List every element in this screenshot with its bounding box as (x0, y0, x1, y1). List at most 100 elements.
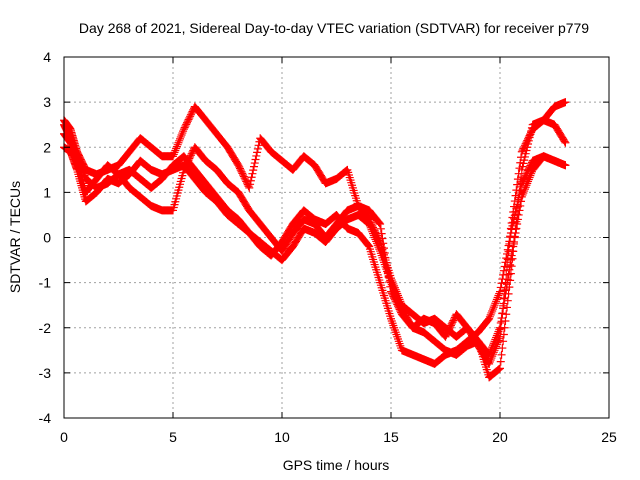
data-point (248, 169, 257, 178)
data-point (498, 344, 507, 353)
data-point (363, 240, 372, 249)
y-tick-label: -4 (39, 410, 52, 426)
data-point (488, 350, 497, 359)
data-point (376, 224, 385, 233)
data-point (386, 282, 395, 291)
data-point (496, 364, 504, 373)
x-tick-label: 15 (383, 429, 399, 445)
data-point (499, 337, 508, 346)
x-tick-label: 5 (169, 429, 177, 445)
data-point (383, 263, 392, 272)
data-point (383, 268, 392, 277)
data-point (515, 188, 524, 197)
data-point (491, 299, 500, 308)
y-tick-label: 4 (43, 49, 51, 65)
data-point (178, 129, 187, 138)
data-point (505, 283, 514, 292)
data-point (244, 182, 253, 191)
data-point (487, 308, 496, 317)
data-point (492, 342, 501, 351)
data-point (497, 350, 506, 359)
data-point (561, 161, 570, 170)
data-point (503, 296, 512, 305)
data-point (384, 273, 393, 282)
y-tick-label: -1 (39, 275, 52, 291)
data-point (500, 262, 509, 271)
data-point (374, 218, 383, 227)
data-point (246, 180, 255, 189)
data-point (511, 225, 520, 234)
data-point (486, 355, 495, 364)
data-point (376, 219, 385, 228)
data-point (503, 303, 512, 312)
data-point (170, 148, 179, 157)
data-point (250, 159, 259, 168)
data-point (495, 325, 504, 334)
data-point (495, 365, 504, 374)
x-tick-label: 0 (60, 429, 68, 445)
data-point (496, 325, 505, 334)
axis-ticks (63, 56, 610, 419)
data-point (174, 138, 183, 147)
data-point (501, 316, 510, 325)
data-point (254, 141, 263, 150)
data-point (492, 295, 501, 304)
data-point (499, 330, 508, 339)
data-point (382, 258, 391, 267)
series-track-2 (60, 116, 570, 368)
data-point (489, 303, 498, 312)
data-point (499, 266, 508, 275)
data-point (172, 142, 181, 151)
x-tick-label: 10 (274, 429, 290, 445)
data-point (513, 202, 522, 211)
data-point (506, 269, 515, 278)
data-point (505, 237, 514, 246)
data-point (492, 340, 501, 349)
data-point (378, 234, 387, 243)
data-point (494, 336, 503, 345)
data-point (391, 285, 400, 294)
data-point (496, 283, 505, 292)
data-point (498, 309, 507, 318)
y-tick-label: 1 (43, 184, 51, 200)
data-point (514, 195, 523, 204)
data-point (173, 140, 182, 149)
series-track-3 (60, 143, 570, 368)
grid-lines (64, 57, 609, 418)
x-tick-label: 20 (492, 429, 508, 445)
data-point (169, 150, 178, 159)
data-point (494, 291, 503, 300)
data-point (489, 348, 498, 357)
y-axis-label: SDTVAR / TECUs (7, 181, 23, 293)
data-point (364, 241, 373, 250)
data-point (500, 323, 509, 332)
data-point (390, 283, 399, 292)
data-point (249, 162, 258, 171)
data-point (499, 270, 508, 279)
data-point (381, 253, 390, 262)
data-point (561, 98, 570, 107)
data-point (496, 357, 505, 366)
data-point (380, 248, 389, 257)
data-point (172, 144, 181, 153)
chart-title: Day 268 of 2021, Sidereal Day-to-day VTE… (79, 20, 589, 36)
data-point (251, 155, 260, 164)
data-point (473, 336, 482, 345)
series-track-1 (60, 120, 570, 359)
data-point (560, 137, 569, 146)
data-point (342, 166, 351, 175)
data-point (487, 354, 496, 363)
data-point (509, 247, 518, 256)
data-point (512, 204, 521, 213)
data-point (522, 181, 531, 190)
data-point (175, 136, 184, 145)
data-point (379, 244, 388, 253)
y-tick-labels: -4 -3 -2 -1 0 1 2 3 4 (39, 49, 52, 426)
data-point (485, 314, 494, 323)
data-point (379, 239, 388, 248)
data-points (60, 98, 570, 382)
data-point (502, 310, 511, 319)
x-axis-label: GPS time / hours (283, 457, 390, 473)
data-point (488, 305, 497, 314)
